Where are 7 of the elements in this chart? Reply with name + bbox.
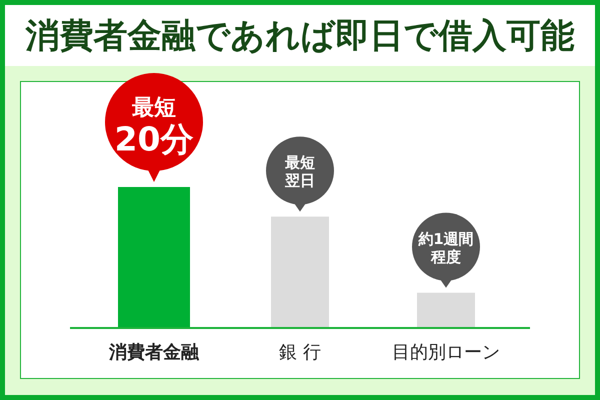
annotation: 約1週間程度 xyxy=(417,230,474,266)
x-tick-label: 銀 行 xyxy=(279,342,321,362)
chart-title: 消費者金融であれば即日で借入可能 xyxy=(24,14,576,58)
annotation: 最短20分 xyxy=(114,95,194,158)
annotation: 最短翌日 xyxy=(284,154,315,190)
x-tick-label: 消費者金融 xyxy=(108,342,200,362)
x-tick-label: 目的別ローン xyxy=(392,342,500,362)
